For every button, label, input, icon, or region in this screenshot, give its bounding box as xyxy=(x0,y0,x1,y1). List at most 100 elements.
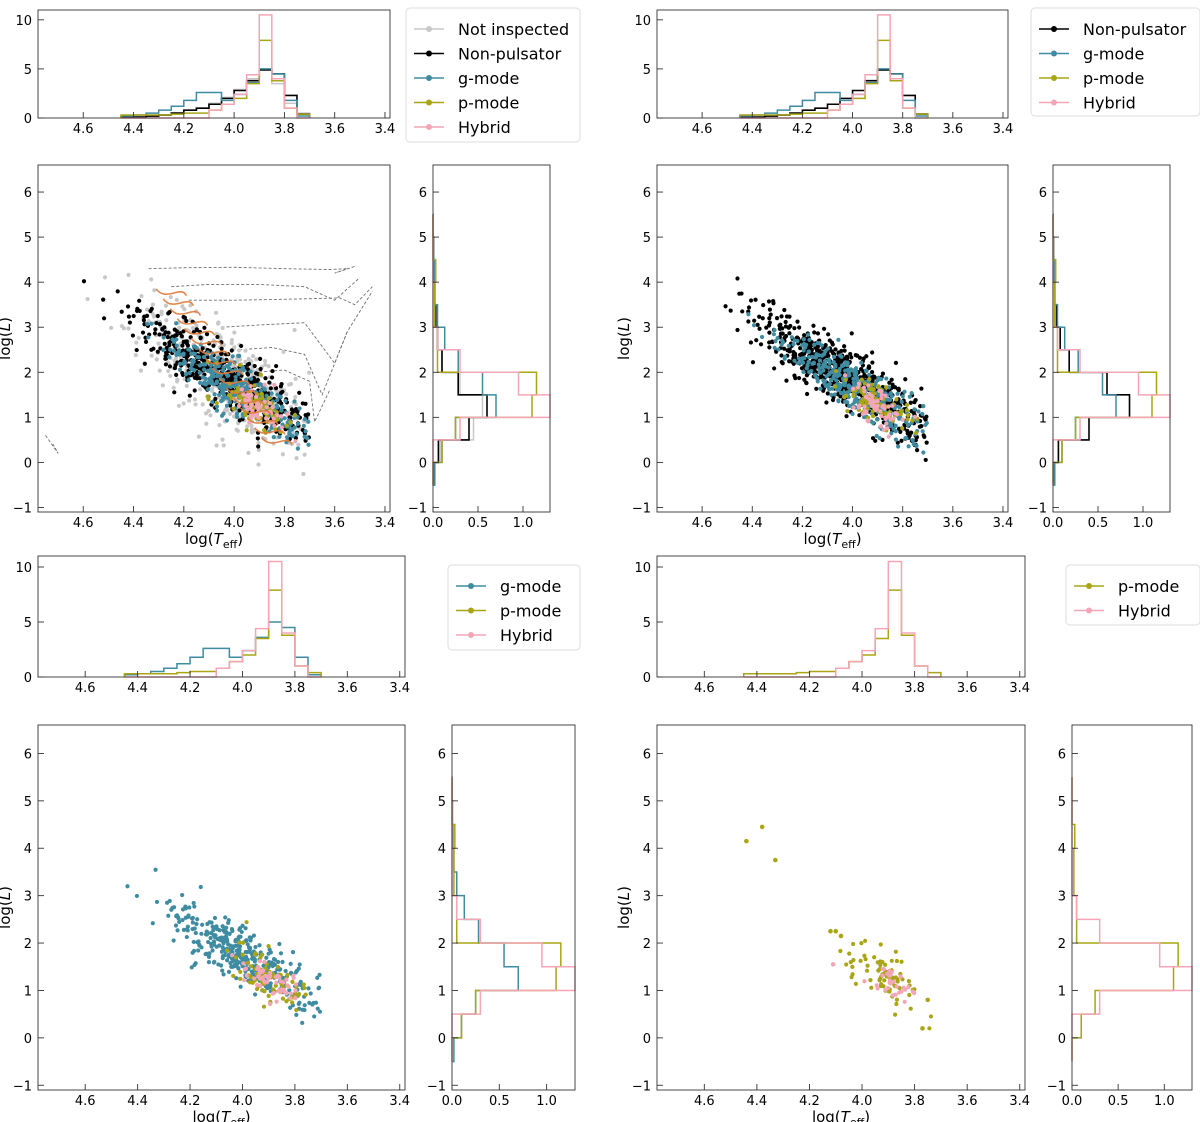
panel-a-point-not-inspected xyxy=(292,327,297,333)
panel-b-point-hybrid xyxy=(873,407,878,413)
panel-b-point-p-mode xyxy=(859,377,864,382)
panel-c-point-g-mode xyxy=(221,940,226,945)
panel-a-point-not-inspected xyxy=(163,303,169,308)
panel-a-point-not-inspected xyxy=(166,368,171,374)
panel-a-point-g-mode xyxy=(306,442,311,447)
panel-c-point-p-mode xyxy=(261,1004,267,1009)
panel-c-main-xtick-label: 4.4 xyxy=(127,1094,148,1109)
panel-b-point-hybrid xyxy=(878,424,883,429)
panel-a-top-xtick-label: 3.8 xyxy=(274,122,295,137)
panel-b-point-hybrid xyxy=(851,386,856,391)
panel-c-point-g-mode xyxy=(187,905,192,910)
panel-a-point-non-pulsator xyxy=(293,435,298,441)
panel-a-point-g-mode xyxy=(196,355,202,360)
panel-b-point-p-mode xyxy=(904,402,910,408)
panel-a-instability-curve xyxy=(261,437,293,445)
panel-b-point-g-mode xyxy=(819,343,824,348)
panel-b-main-xtick-label: 4.6 xyxy=(692,516,713,531)
panel-d-point-hybrid xyxy=(874,983,879,988)
panel-b-right-ytick-label: 2 xyxy=(1039,366,1047,381)
panel-b-point-p-mode xyxy=(898,408,904,414)
panel-b-point-non-pulsator xyxy=(792,326,797,331)
panel-a-point-g-mode xyxy=(269,391,274,396)
panel-a-point-non-pulsator xyxy=(246,361,252,366)
panel-b-point-non-pulsator xyxy=(777,323,782,328)
panel-a-point-not-inspected xyxy=(256,447,261,452)
panel-b-point-g-mode xyxy=(897,405,902,410)
panel-b-point-g-mode xyxy=(801,369,806,375)
panel-a-point-p-mode xyxy=(236,394,241,399)
panel-d-legend-label: p-mode xyxy=(1118,577,1179,596)
panel-b-point-g-mode xyxy=(806,349,811,354)
panel-a-point-non-pulsator xyxy=(197,376,202,381)
panel-a-point-non-pulsator xyxy=(192,388,197,393)
panel-a-point-g-mode xyxy=(209,368,214,373)
panel-c-point-p-mode xyxy=(284,999,289,1004)
panel-b-point-non-pulsator xyxy=(870,350,875,355)
panel-a-right-ytick-label: −1 xyxy=(408,501,427,516)
panel-d-main-ytick-label: 6 xyxy=(643,747,651,762)
panel-c-point-p-mode xyxy=(247,973,253,979)
panel-b-point-p-mode xyxy=(842,394,847,400)
panel-c-point-g-mode xyxy=(215,936,220,942)
panel-c-point-g-mode xyxy=(192,962,197,968)
panel-b-point-non-pulsator xyxy=(792,373,797,378)
panel-a-point-g-mode xyxy=(218,373,223,378)
panel-c-point-p-mode xyxy=(294,1007,299,1013)
panel-a-instability-curve xyxy=(176,318,209,326)
panel-a-point-p-mode xyxy=(237,362,243,368)
panel-a-point-g-mode xyxy=(214,408,220,413)
panel-a-point-not-inspected xyxy=(85,296,90,302)
panel-b-right-xtick-label: 1.0 xyxy=(1133,516,1154,531)
panel-b-point-p-mode xyxy=(858,400,863,405)
panel-d-point-p-mode xyxy=(851,958,856,963)
panel-a-point-g-mode xyxy=(237,353,242,358)
panel-a-point-non-pulsator xyxy=(154,320,159,326)
panel-a-point-g-mode xyxy=(224,418,229,423)
panel-a-point-not-inspected xyxy=(197,387,203,392)
panel-c-point-hybrid xyxy=(278,979,283,984)
panel-a-legend-marker xyxy=(426,124,432,130)
panel-c-point-g-mode xyxy=(175,928,180,933)
panel-a-point-g-mode xyxy=(275,392,280,397)
panel-b-point-g-mode xyxy=(893,423,898,428)
panel-d-point-p-mode xyxy=(853,981,859,986)
panel-d-point-hybrid xyxy=(910,989,915,994)
panel-a-track xyxy=(239,331,348,397)
panel-c-point-hybrid xyxy=(284,977,289,982)
panel-a-point-g-mode xyxy=(214,404,220,409)
panel-c-point-g-mode xyxy=(206,954,212,959)
panel-b-main-xtick-label: 3.6 xyxy=(942,516,963,531)
panel-c-point-g-mode xyxy=(240,923,245,928)
panel-a-point-g-mode xyxy=(306,419,311,424)
panel-a-point-g-mode xyxy=(223,395,228,400)
panel-a-point-hybrid xyxy=(263,416,269,421)
panel-d-scatter xyxy=(744,824,934,1031)
panel-d-right-ytick-label: 4 xyxy=(1058,842,1066,857)
panel-b-point-g-mode xyxy=(821,368,826,373)
panel-b-point-p-mode xyxy=(910,418,915,423)
panel-d-point-hybrid xyxy=(887,978,892,983)
panel-b-point-hybrid xyxy=(879,396,884,401)
panel-a-point-g-mode xyxy=(217,384,222,389)
panel-b-point-hybrid xyxy=(870,394,875,399)
panel-a-instability-curve xyxy=(247,417,279,426)
panel-d-point-p-mode xyxy=(744,838,749,844)
panel-c-point-g-mode xyxy=(219,935,224,940)
panel-b-point-p-mode xyxy=(845,409,850,414)
panel-a-point-g-mode xyxy=(197,370,202,375)
panel-c-point-g-mode xyxy=(232,964,238,969)
panel-d-point-hybrid xyxy=(881,966,887,972)
panel-b-point-g-mode xyxy=(896,444,901,449)
panel-c-main-ytick-label: −1 xyxy=(13,1079,32,1094)
panel-a-point-not-inspected xyxy=(204,421,209,426)
panel-a-top-xtick-label: 3.6 xyxy=(324,122,345,137)
panel-b-point-g-mode xyxy=(809,368,814,374)
panel-d-point-p-mode xyxy=(838,948,843,954)
panel-c-point-g-mode xyxy=(238,934,243,939)
panel-d-point-p-mode xyxy=(893,949,898,954)
panel-b-point-non-pulsator xyxy=(802,377,807,382)
panel-d-right-ytick-label: 2 xyxy=(1058,937,1066,952)
panel-b-point-hybrid xyxy=(900,417,905,422)
panel-a-point-g-mode xyxy=(186,347,191,352)
